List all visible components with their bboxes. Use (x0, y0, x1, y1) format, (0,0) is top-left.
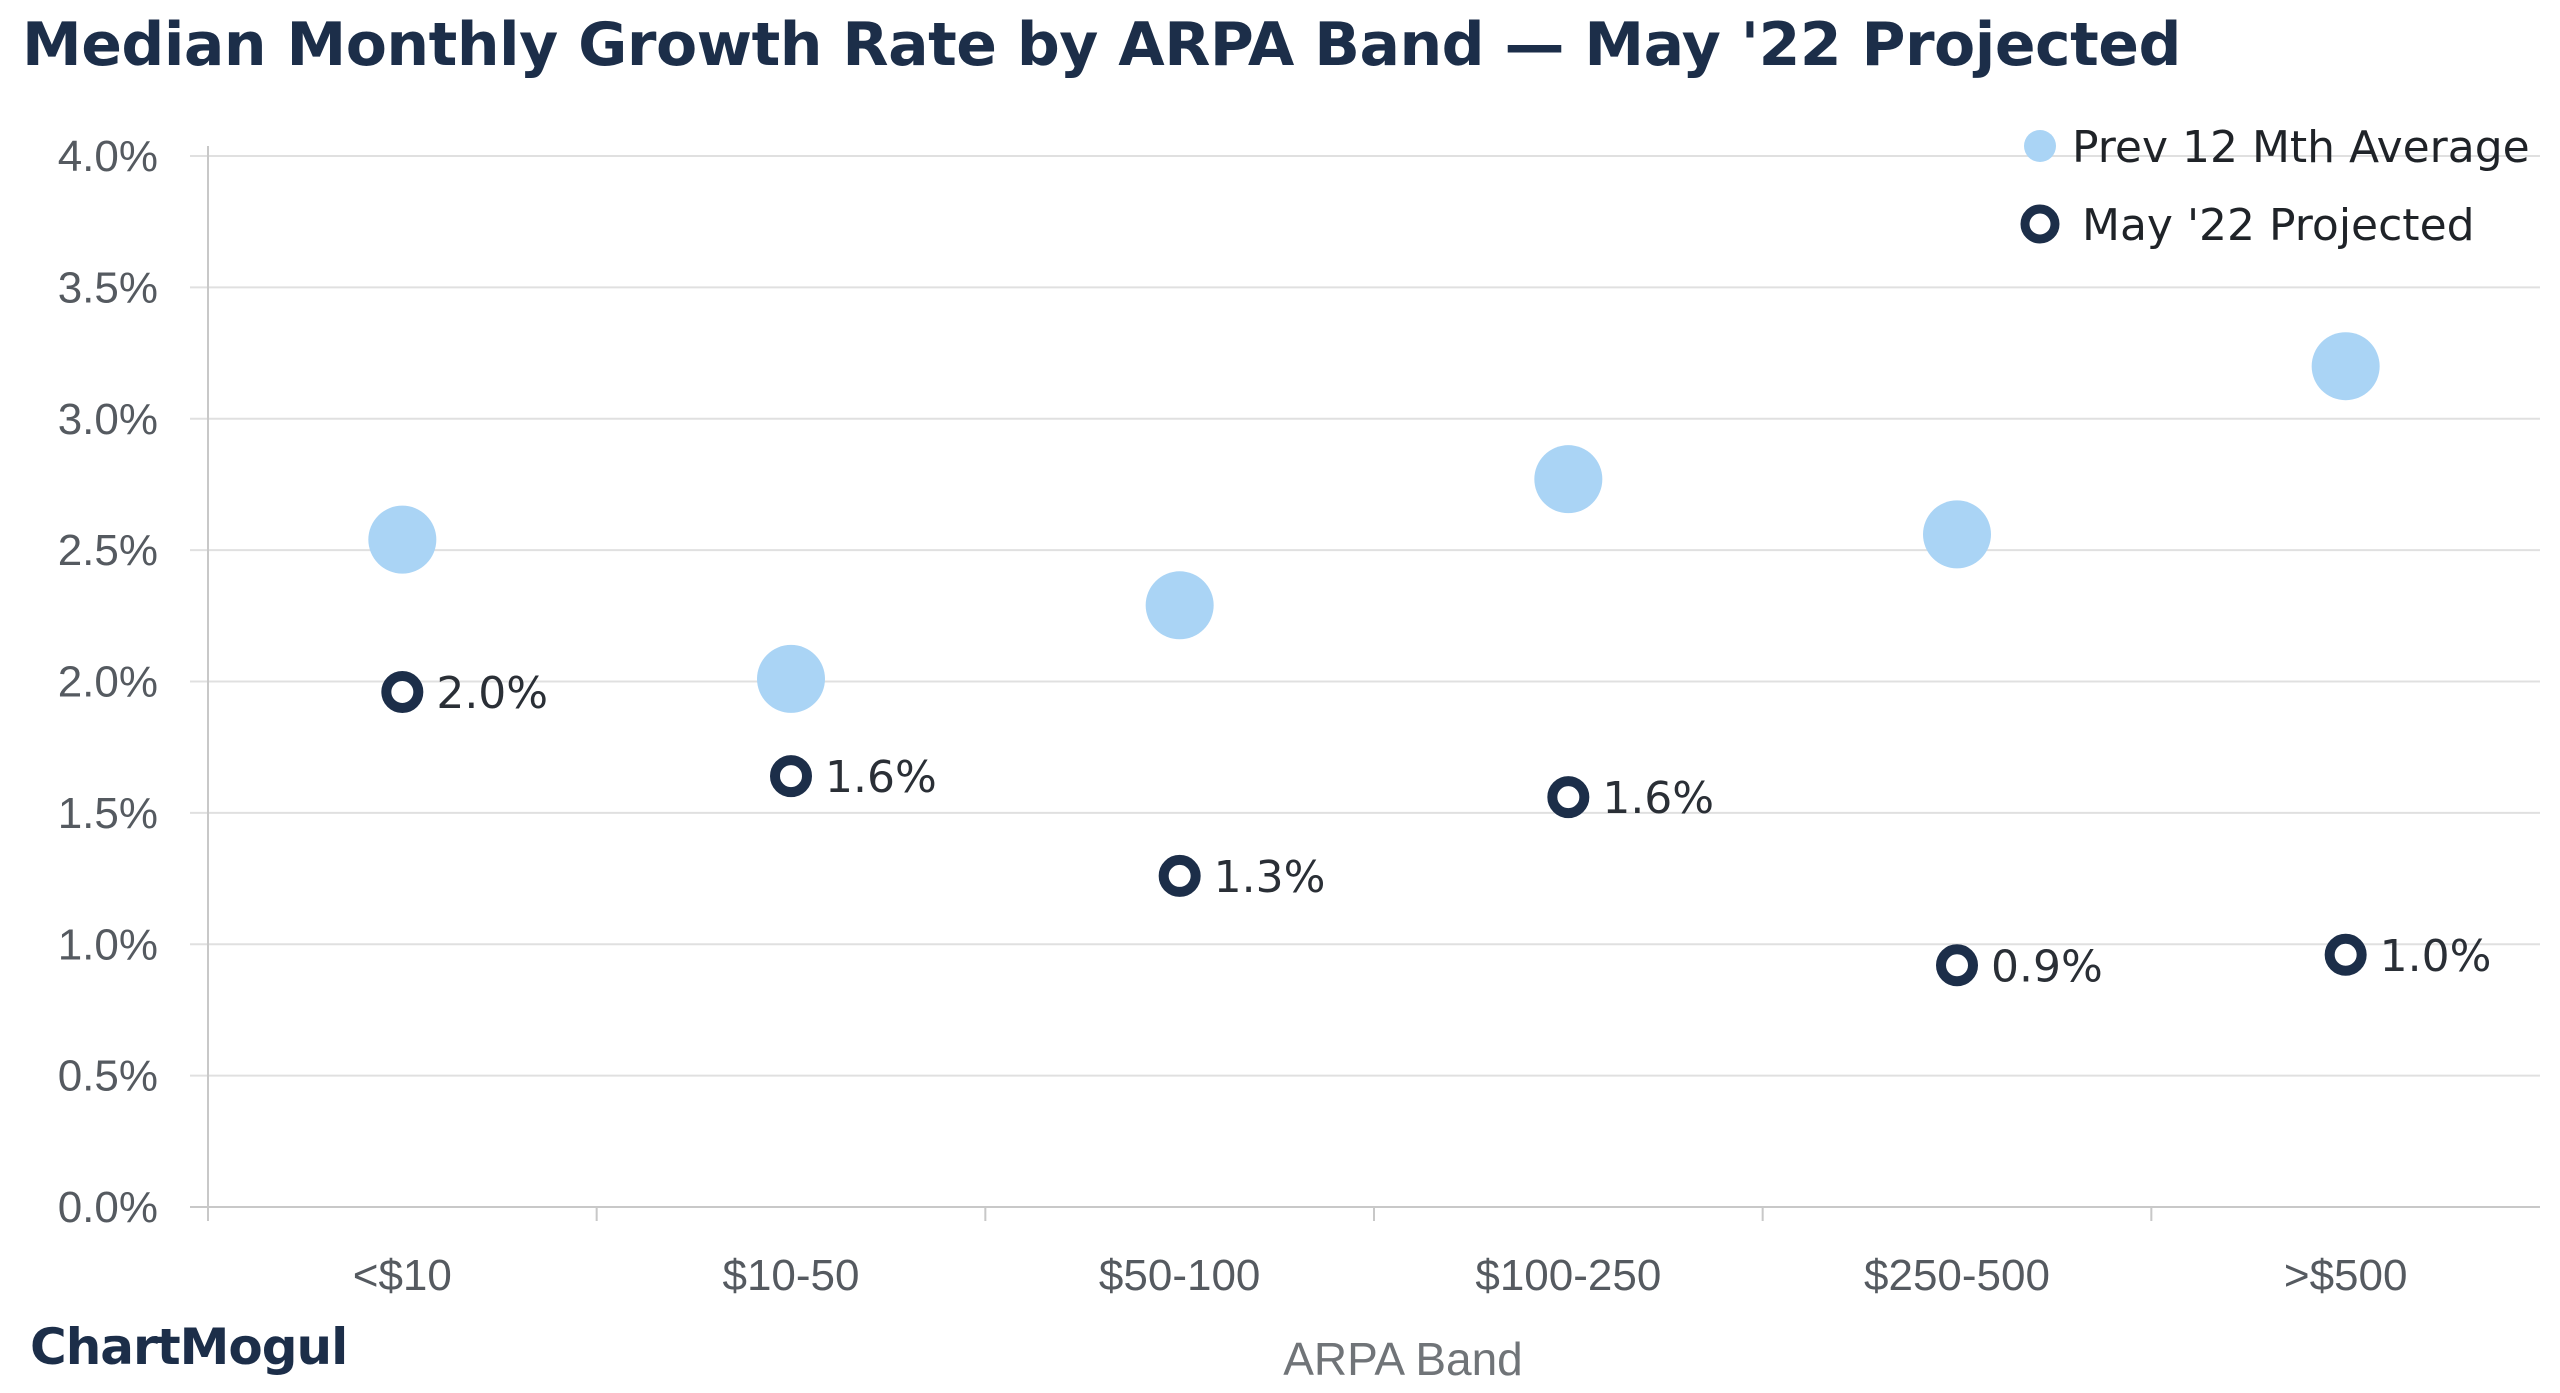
may-projected-point (1936, 944, 1978, 987)
x-tick-label: $10-50 (722, 1251, 859, 1300)
prev-avg-point (1145, 571, 1214, 640)
data-label: 1.0% (2380, 931, 2492, 982)
data-label: 1.6% (825, 752, 937, 803)
y-tick-label: 4.0% (58, 132, 158, 181)
prev-avg-point (1923, 500, 1991, 569)
prev-avg-point (2311, 332, 2380, 401)
legend-label-may-projected: May '22 Projected (2082, 200, 2475, 251)
may-projected-point (770, 755, 812, 798)
y-tick-label: 2.0% (58, 658, 158, 707)
prev-avg-point (368, 505, 437, 574)
data-label: 0.9% (1991, 941, 2103, 992)
y-tick-labels: 0.0% 0.5% 1.0% 1.5% 2.0% 2.5% 3.0% 3.5% 4.0% (58, 132, 158, 1232)
y-tick-label: 0.0% (58, 1183, 158, 1232)
legend: Prev 12 Mth Average May '22 Projected (2020, 122, 2530, 251)
data-points: 2.0% 1.6% 1.3% 1.6% 0.9% 1.0% (368, 332, 2491, 992)
legend-marker-prev-avg (2024, 130, 2056, 162)
y-tick-label: 1.5% (58, 789, 158, 838)
chart-title: Median Monthly Growth Rate by ARPA Band … (22, 10, 2181, 80)
y-tick-label: 3.0% (58, 395, 158, 444)
may-projected-point (1547, 776, 1590, 819)
y-tick-label: 2.5% (58, 526, 158, 575)
may-projected-point (381, 671, 424, 714)
may-projected-point (1158, 854, 1201, 897)
x-tick-labels: <$10 $10-50 $50-100 $100-250 $250-500 >$500 (353, 1251, 2408, 1300)
grid-lines (190, 155, 2540, 1077)
legend-marker-may-projected (2020, 204, 2060, 244)
x-axis-label: ARPA Band (1283, 1333, 1523, 1385)
y-tick-label: 0.5% (58, 1052, 158, 1101)
x-tick-label: $100-250 (1475, 1251, 1661, 1300)
x-tick-label: $250-500 (1864, 1251, 2050, 1300)
x-tick-label: <$10 (353, 1251, 452, 1300)
axes (190, 146, 2540, 1221)
data-label: 2.0% (436, 668, 548, 719)
y-tick-label: 3.5% (58, 263, 158, 312)
chartmogul-logo: ChartMogul (30, 1318, 348, 1376)
y-tick-label: 1.0% (58, 920, 158, 969)
x-tick-label: >$500 (2284, 1251, 2408, 1300)
data-label: 1.6% (1602, 773, 1714, 824)
may-projected-point (2324, 933, 2367, 976)
prev-avg-point (1534, 445, 1603, 514)
data-label: 1.3% (1214, 852, 1326, 903)
x-tick-label: $50-100 (1099, 1251, 1260, 1300)
prev-avg-point (757, 644, 825, 713)
legend-label-prev-avg: Prev 12 Mth Average (2072, 122, 2530, 173)
